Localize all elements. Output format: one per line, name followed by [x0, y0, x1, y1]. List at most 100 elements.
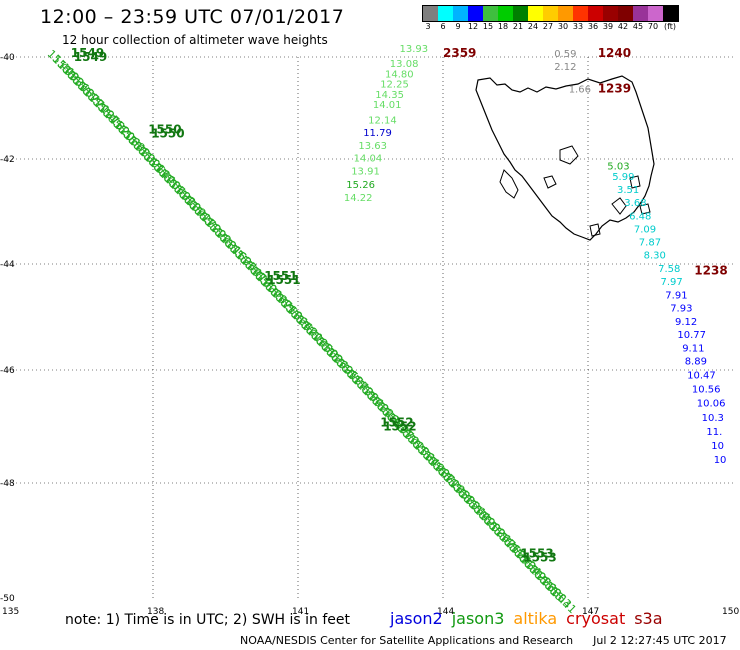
color-scale-cell	[498, 6, 513, 21]
jason3-pass-time-echo: 1550	[151, 127, 184, 141]
cryosat-pass-time: 1239	[598, 82, 631, 96]
color-scale-cell	[618, 6, 633, 21]
cryosat-2359-swh-value: 12.25	[380, 80, 409, 91]
color-scale-label: 12	[467, 22, 479, 31]
color-scale-cell	[633, 6, 648, 21]
cryosat-1238-swh-value: 10.3	[702, 413, 724, 424]
cryosat-2359-swh-value: 14.01	[373, 100, 402, 111]
chart-subtitle: 12 hour collection of altimeter wave hei…	[62, 33, 328, 47]
cryosat-2359-swh-value: 13.91	[351, 167, 380, 178]
lat-tick-label: -42	[0, 155, 15, 165]
cryosat-1238-swh-value: 9.11	[682, 343, 704, 354]
cryosat-1238-swh-value: 6.48	[629, 211, 651, 222]
cryosat-1238-swh-value: 10	[711, 441, 724, 452]
color-scale-cell	[543, 6, 558, 21]
lat-tick-label: -50	[0, 594, 15, 604]
color-scale-cell	[468, 6, 483, 21]
color-scale-label: 39	[602, 22, 614, 31]
color-scale-cell	[423, 6, 438, 21]
cryosat-2359-swh-value: 14.22	[344, 193, 373, 204]
tasmania-lake	[559, 145, 579, 165]
cryosat-1238-swh-value: 10.47	[687, 371, 716, 382]
lon-tick-label: 138	[147, 607, 164, 617]
color-scale-cell	[648, 6, 663, 21]
legend-jason2: jason2	[390, 609, 443, 628]
cryosat-1238-swh-value: 9.12	[675, 317, 697, 328]
cryosat-pass-time: 2359	[443, 46, 476, 60]
jason3-pass-time: 1553	[520, 547, 553, 561]
cryosat-1238-swh-value: 5.99	[612, 172, 634, 183]
color-scale-label: 45	[632, 22, 644, 31]
jason3-pass-time: 1552	[380, 416, 413, 430]
color-scale-label: 27	[542, 22, 554, 31]
cryosat-1238-swh-value: 7.58	[658, 264, 680, 275]
cryosat-1238-swh-value: 10.56	[692, 385, 721, 396]
tasmania-coast-inlet	[499, 169, 519, 199]
jason3-pass-time-echo: 1551	[267, 273, 300, 287]
chart-title: 12:00 – 23:59 UTC 07/01/2017	[40, 6, 345, 28]
lat-tick-label: -44	[0, 260, 15, 270]
cryosat-1238-swh-value: 7.97	[661, 277, 683, 288]
jason3-pass-time: 1549	[71, 46, 104, 60]
jason3-pass-time-echo: 1549	[74, 50, 107, 64]
cryosat-1238-swh-value: 7.87	[639, 238, 661, 249]
color-scale-label: 42	[617, 22, 629, 31]
legend-altika: altika	[513, 609, 558, 628]
tasmania-landmass	[475, 75, 655, 241]
lon-tick-label: 144	[437, 607, 454, 617]
cryosat-pass-time: 1238	[694, 264, 727, 278]
color-scale-cell	[528, 6, 543, 21]
legend-cryosat: cryosat	[566, 609, 626, 628]
cryosat-1238-swh-value: 3.51	[617, 185, 639, 196]
jason3-pass-time-echo: 1553	[523, 551, 556, 565]
color-scale-bar	[422, 5, 679, 22]
color-scale-cell	[573, 6, 588, 21]
lon-tick-label: 147	[582, 607, 599, 617]
lon-tick-label: 135	[2, 607, 19, 617]
cryosat-2359-swh-value: 13.93	[400, 44, 429, 55]
cryosat-pass-time: 1240	[598, 46, 631, 60]
cryosat-1238-swh-value: 10.06	[697, 399, 726, 410]
jason3-pass-time: 1550	[148, 123, 181, 137]
lat-tick-label: -46	[0, 366, 15, 376]
cryosat-2359-swh-value: 13.08	[390, 59, 419, 70]
color-scale-cell	[558, 6, 573, 21]
color-scale-label: 3	[425, 22, 431, 31]
cryosat-2359-swh-value: 14.35	[375, 90, 404, 101]
cryosat-1238-swh-value: 11.	[706, 427, 722, 438]
color-scale-label: 18	[497, 22, 509, 31]
chart-note: note: 1) Time is in UTC; 2) SWH is in fe…	[65, 612, 351, 628]
color-scale-label: 15	[482, 22, 494, 31]
lat-tick-label: -48	[0, 479, 15, 489]
cryosat-1238-swh-value: 8.89	[685, 357, 707, 368]
cryosat-1240-swh-value: 0.59	[554, 49, 576, 60]
cryosat-1240-swh-value: 2.12	[554, 62, 576, 73]
cryosat-1238-swh-value: 7.09	[634, 225, 656, 236]
altimeter-tracks: 15.4415.0915.5315.3615.1815.5715.2715.20…	[45, 44, 727, 616]
cryosat-2359-swh-value: 11.79	[363, 128, 392, 139]
generation-timestamp: Jul 2 12:27:45 UTC 2017	[593, 634, 727, 647]
credit-line: NOAA/NESDIS Center for Satellite Applica…	[240, 634, 727, 647]
cryosat-1238-swh-value: 3.68	[624, 198, 646, 209]
tasmania-bay	[611, 197, 627, 215]
legend-jason3: jason3	[451, 609, 505, 628]
lon-tick-label: 150	[722, 607, 739, 617]
tasmania-island	[629, 175, 641, 189]
color-scale-label: 24	[527, 22, 539, 31]
lat-tick-label: -40	[0, 53, 15, 63]
cryosat-1238-swh-value: 7.93	[670, 304, 692, 315]
cryosat-1238-swh-value: 8.30	[644, 251, 666, 262]
color-scale-cell	[438, 6, 453, 21]
cryosat-1240-swh-value: 1.66	[569, 85, 591, 96]
cryosat-1238-swh-value: 7.91	[665, 290, 687, 301]
color-scale-cell	[483, 6, 498, 21]
cryosat-1238-swh-value: 10.77	[677, 330, 706, 341]
legend-s3a: s3a	[634, 609, 663, 628]
cryosat-2359-swh-value: 14.04	[354, 154, 383, 165]
color-scale-label: (ft)	[663, 22, 677, 31]
jason3-pass-time: 1551	[264, 269, 297, 283]
cryosat-2359-swh-value: 15.26	[346, 180, 375, 191]
tasmania-island	[589, 223, 601, 237]
